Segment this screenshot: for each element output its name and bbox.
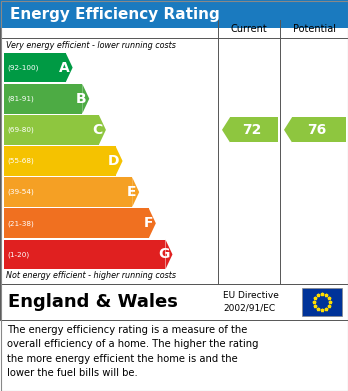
Bar <box>0 0 348 28</box>
Polygon shape <box>66 53 73 83</box>
Bar <box>4 146 116 176</box>
Text: Not energy efficient - higher running costs: Not energy efficient - higher running co… <box>6 271 176 280</box>
Text: Potential: Potential <box>293 24 335 34</box>
Text: Current: Current <box>231 24 267 34</box>
Text: E: E <box>127 185 136 199</box>
Bar <box>302 288 342 316</box>
Polygon shape <box>149 208 156 238</box>
Text: 72: 72 <box>242 123 262 137</box>
Polygon shape <box>284 117 292 142</box>
Text: (69-80): (69-80) <box>7 127 34 133</box>
Bar <box>0 20 348 284</box>
Text: C: C <box>93 123 103 137</box>
Text: (92-100): (92-100) <box>7 65 38 71</box>
Text: Energy Efficiency Rating: Energy Efficiency Rating <box>10 7 220 22</box>
Polygon shape <box>166 240 173 269</box>
Bar <box>4 53 66 83</box>
Bar <box>4 178 132 207</box>
Polygon shape <box>99 115 106 145</box>
Text: (55-68): (55-68) <box>7 158 34 164</box>
Bar <box>4 84 82 113</box>
Bar <box>4 115 99 145</box>
Bar <box>4 240 166 269</box>
Text: (1-20): (1-20) <box>7 251 29 258</box>
Bar <box>230 117 278 142</box>
Text: D: D <box>108 154 120 168</box>
Text: England & Wales: England & Wales <box>8 293 178 311</box>
Polygon shape <box>132 178 139 207</box>
Bar <box>0 284 348 320</box>
Text: 2002/91/EC: 2002/91/EC <box>223 304 275 313</box>
Text: (39-54): (39-54) <box>7 189 34 196</box>
Bar <box>4 208 149 238</box>
Text: A: A <box>59 61 70 75</box>
Polygon shape <box>222 117 230 142</box>
Text: F: F <box>143 216 153 230</box>
Text: 76: 76 <box>307 123 327 137</box>
Bar <box>292 117 346 142</box>
Text: The energy efficiency rating is a measure of the
overall efficiency of a home. T: The energy efficiency rating is a measur… <box>7 325 259 378</box>
Text: Very energy efficient - lower running costs: Very energy efficient - lower running co… <box>6 41 176 50</box>
Text: G: G <box>158 248 169 262</box>
Text: B: B <box>76 92 86 106</box>
Text: (81-91): (81-91) <box>7 95 34 102</box>
Text: (21-38): (21-38) <box>7 220 34 226</box>
Text: EU Directive: EU Directive <box>223 291 279 300</box>
Polygon shape <box>82 84 89 113</box>
Polygon shape <box>116 146 122 176</box>
